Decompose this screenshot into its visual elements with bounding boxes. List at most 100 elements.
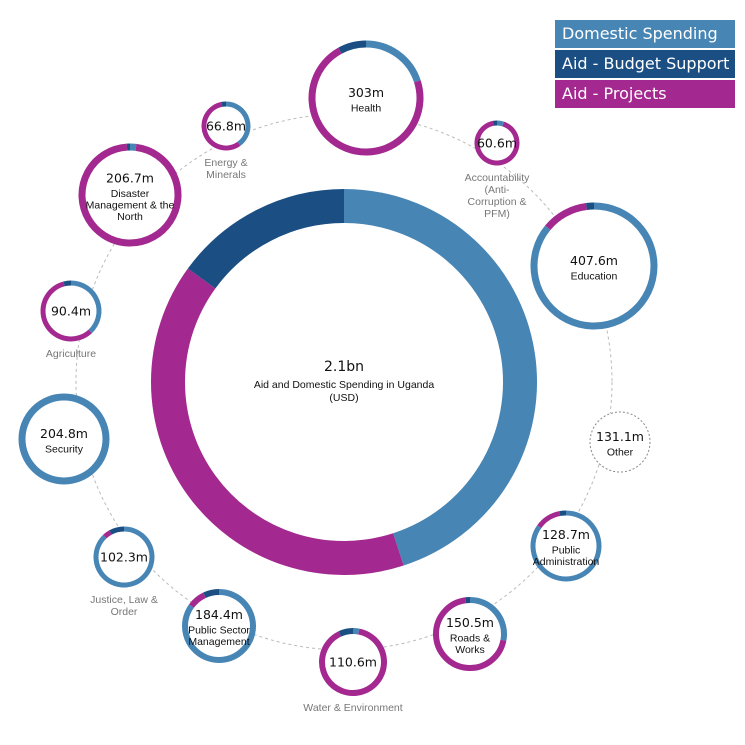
sector-disaster-management-the-north-value: 206.7m (106, 170, 154, 185)
sector-health-value: 303m (348, 85, 384, 100)
sector-roads-works-label: Works (455, 644, 485, 656)
sector-roads-works-label: Roads & (450, 633, 490, 645)
sector-accountability-anti-corruption-pfm-domestic-arc[interactable] (496, 120, 504, 127)
sector-public-sector-management-value: 184.4m (195, 607, 243, 622)
sector-education-projects-arc[interactable] (545, 203, 588, 231)
sector-disaster-management-the-north-projects-arc[interactable] (78, 143, 182, 247)
sector-roads-works-domestic-arc[interactable] (469, 597, 507, 641)
sector-public-administration-backdrop (530, 510, 602, 582)
sector-agriculture[interactable]: 90.4m Agriculture (40, 280, 102, 361)
sector-energy-minerals-domestic-arc[interactable] (225, 101, 251, 146)
sector-public-administration-domestic-arc[interactable] (530, 510, 602, 582)
center-label-line: Aid and Domestic Spending in Uganda (254, 379, 435, 391)
sector-public-sector-management-label: Public Sector (188, 625, 250, 637)
sector-water-environment[interactable]: 110.6m Water & Environment (303, 628, 403, 714)
sector-justice-law-order[interactable]: 102.3m Justice, Law &Order (90, 526, 158, 619)
sector-agriculture-backdrop (40, 280, 102, 342)
center-donut-domestic-arc[interactable] (343, 189, 537, 566)
sector-education[interactable]: 407.6m Education (530, 202, 658, 330)
sector-justice-law-order-label: Justice, Law & (90, 594, 158, 606)
sector-energy-minerals-projects-arc[interactable] (201, 101, 241, 151)
sector-accountability-anti-corruption-pfm-backdrop (474, 120, 520, 166)
sector-education-backdrop (530, 202, 658, 330)
legend: Domestic Spending Aid - Budget Support A… (555, 20, 735, 110)
sector-public-sector-management-budget-arc[interactable] (203, 589, 220, 599)
sector-public-administration-label: Administration (533, 556, 600, 568)
sector-water-environment-domestic-arc[interactable] (352, 628, 360, 635)
center-donut-budget-arc[interactable] (187, 189, 345, 289)
sector-energy-minerals-label: Minerals (206, 169, 246, 181)
sector-disaster-management-the-north-label: Disaster (111, 188, 150, 200)
sector-security[interactable]: 204.8m Security (18, 393, 110, 485)
center-label-line: (USD) (329, 392, 358, 404)
sector-roads-works-projects-arc[interactable] (433, 597, 507, 671)
sector-disaster-management-the-north-label: Management & the (86, 199, 175, 211)
sector-accountability-anti-corruption-pfm[interactable]: 60.6m Accountability(Anti-Corruption &PFM… (465, 120, 531, 221)
sector-agriculture-label: Agriculture (46, 348, 96, 360)
sector-public-sector-management-backdrop (182, 589, 256, 663)
sector-disaster-management-the-north-label: North (117, 211, 143, 223)
sector-public-sector-management-projects-arc[interactable] (189, 592, 206, 608)
sector-justice-law-order-value: 102.3m (100, 550, 148, 565)
sector-education-label: Education (571, 270, 618, 282)
sector-health-budget-arc[interactable] (338, 40, 367, 54)
sector-water-environment-budget-arc[interactable] (338, 628, 354, 637)
sector-public-administration-value: 128.7m (542, 527, 590, 542)
sector-other[interactable]: 131.1m Other (589, 411, 651, 473)
sector-health[interactable]: 303m Health (308, 40, 424, 156)
sector-agriculture-budget-arc[interactable] (63, 280, 72, 287)
sector-water-environment-value: 110.6m (329, 655, 377, 670)
sector-water-environment-backdrop (319, 628, 387, 696)
sector-other-ring[interactable] (589, 411, 651, 473)
center-total-value: 2.1bn (324, 359, 364, 375)
sector-security-value: 204.8m (40, 426, 88, 441)
sector-justice-law-order-backdrop (93, 526, 155, 588)
sector-accountability-anti-corruption-pfm-label: Accountability (465, 172, 531, 184)
sector-justice-law-order-label: Order (111, 606, 138, 618)
sector-roads-works-value: 150.5m (446, 615, 494, 630)
sector-disaster-management-the-north-backdrop (78, 143, 182, 247)
sector-water-environment-label: Water & Environment (303, 702, 402, 714)
sector-public-administration-label: Public (552, 545, 581, 557)
sector-agriculture-domestic-arc[interactable] (70, 280, 102, 334)
sector-public-sector-management-label: Management (188, 636, 249, 648)
sector-public-sector-management-domestic-arc[interactable] (182, 589, 256, 663)
legend-item-aid-projects[interactable]: Aid - Projects (555, 80, 735, 108)
sector-health-projects-arc[interactable] (308, 47, 424, 156)
sector-security-domestic-arc[interactable] (18, 393, 110, 485)
center-donut[interactable]: 2.1bn Aid and Domestic Spending in Uganda… (151, 189, 537, 575)
sector-other-label: Other (607, 446, 634, 458)
sector-agriculture-value: 90.4m (51, 304, 91, 319)
sector-other-value: 131.1m (596, 429, 644, 444)
sector-energy-minerals-label: Energy & (204, 157, 247, 169)
sector-security-label: Security (45, 443, 84, 455)
sector-health-domestic-arc[interactable] (365, 40, 421, 83)
sector-public-administration-budget-arc[interactable] (559, 510, 567, 517)
sector-roads-works-backdrop (433, 597, 507, 671)
sector-education-value: 407.6m (570, 253, 618, 268)
sector-justice-law-order-domestic-arc[interactable] (93, 526, 155, 588)
sector-security-backdrop (18, 393, 110, 485)
sector-accountability-anti-corruption-pfm-label: (Anti- (484, 184, 510, 196)
sector-water-environment-projects-arc[interactable] (319, 628, 387, 696)
sector-public-administration-projects-arc[interactable] (537, 511, 561, 529)
sector-roads-works[interactable]: 150.5m Roads &Works (433, 597, 507, 671)
legend-item-domestic-spending[interactable]: Domestic Spending (555, 20, 735, 48)
sector-education-domestic-arc[interactable] (530, 202, 658, 330)
sector-health-backdrop (308, 40, 424, 156)
sector-accountability-anti-corruption-pfm-value: 60.6m (477, 136, 517, 151)
sector-agriculture-projects-arc[interactable] (40, 281, 92, 342)
sector-justice-law-order-budget-arc[interactable] (109, 526, 125, 535)
sector-accountability-anti-corruption-pfm-projects-arc[interactable] (474, 120, 520, 166)
sector-accountability-anti-corruption-pfm-label: PFM) (484, 208, 510, 220)
sector-energy-minerals[interactable]: 66.8m Energy &Minerals (201, 101, 251, 182)
legend-item-aid-budget-support[interactable]: Aid - Budget Support (555, 50, 735, 78)
sector-justice-law-order-projects-arc[interactable] (103, 530, 112, 539)
sector-energy-minerals-backdrop (201, 101, 251, 151)
sector-health-label: Health (351, 102, 382, 114)
center-donut-projects-arc[interactable] (151, 268, 404, 575)
